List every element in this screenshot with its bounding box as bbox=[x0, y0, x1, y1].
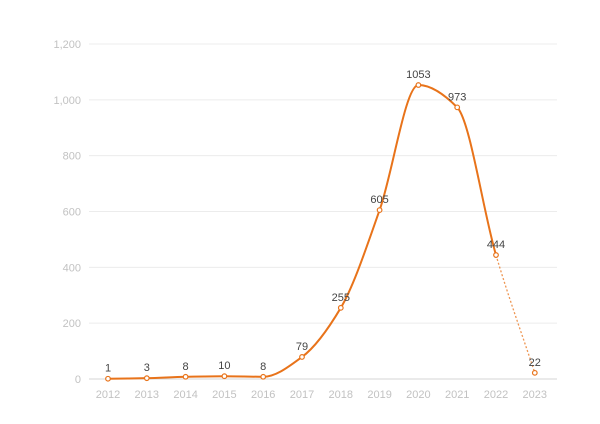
data-point[interactable] bbox=[182, 373, 189, 380]
data-point[interactable] bbox=[454, 104, 461, 111]
data-label: 79 bbox=[296, 341, 308, 353]
x-axis: 2012 2013 2014 2015 2016 2017 2018 2019 2020 2021… bbox=[96, 389, 547, 401]
data-point[interactable] bbox=[531, 369, 538, 376]
data-label: 1 bbox=[105, 363, 111, 375]
data-label: 22 bbox=[529, 357, 541, 369]
x-tick-label: 2021 bbox=[445, 389, 469, 401]
y-tick-label: 400 bbox=[63, 262, 81, 274]
x-tick-label: 2013 bbox=[135, 389, 159, 401]
y-tick-label: 0 bbox=[75, 374, 81, 386]
x-tick-label: 2016 bbox=[251, 389, 275, 401]
series-line bbox=[107, 84, 536, 380]
x-tick-label: 2023 bbox=[523, 389, 547, 401]
data-point[interactable] bbox=[493, 252, 499, 258]
data-point[interactable] bbox=[376, 207, 383, 214]
x-tick-label: 2019 bbox=[367, 389, 391, 401]
data-point[interactable] bbox=[105, 375, 111, 382]
data-point[interactable] bbox=[143, 375, 150, 382]
data-point[interactable] bbox=[299, 354, 305, 360]
gridlines bbox=[89, 43, 557, 380]
data-point[interactable] bbox=[260, 373, 267, 380]
series-line-forecast bbox=[495, 254, 536, 374]
data-label: 605 bbox=[370, 194, 388, 206]
y-tick-label: 800 bbox=[63, 151, 81, 163]
y-axis: 0 200 400 600 800 1,000 1,200 bbox=[53, 39, 81, 386]
data-point[interactable] bbox=[415, 82, 422, 88]
data-point[interactable] bbox=[221, 373, 228, 380]
x-tick-label: 2022 bbox=[484, 389, 508, 401]
data-label: 255 bbox=[332, 292, 350, 304]
x-tick-label: 2018 bbox=[329, 389, 353, 401]
data-label: 8 bbox=[183, 361, 189, 373]
data-points bbox=[105, 82, 538, 382]
y-tick-label: 1,000 bbox=[53, 95, 81, 107]
y-tick-label: 200 bbox=[63, 318, 81, 330]
data-label: 444 bbox=[487, 239, 505, 251]
data-label: 973 bbox=[448, 91, 466, 103]
data-label: 3 bbox=[144, 362, 150, 374]
x-tick-label: 2017 bbox=[290, 389, 314, 401]
y-tick-label: 1,200 bbox=[53, 39, 81, 51]
y-tick-label: 600 bbox=[63, 207, 81, 219]
x-tick-label: 2020 bbox=[406, 389, 430, 401]
data-label: 10 bbox=[218, 360, 230, 372]
x-tick-label: 2014 bbox=[173, 389, 197, 401]
data-label: 1053 bbox=[406, 69, 430, 81]
x-tick-label: 2012 bbox=[96, 389, 120, 401]
series-line-solid bbox=[107, 84, 497, 380]
data-label: 8 bbox=[260, 361, 266, 373]
data-point[interactable] bbox=[337, 304, 344, 311]
data-labels: 1 3 8 10 8 79 255 605 1053 973 444 22 bbox=[105, 69, 541, 375]
x-tick-label: 2015 bbox=[212, 389, 236, 401]
